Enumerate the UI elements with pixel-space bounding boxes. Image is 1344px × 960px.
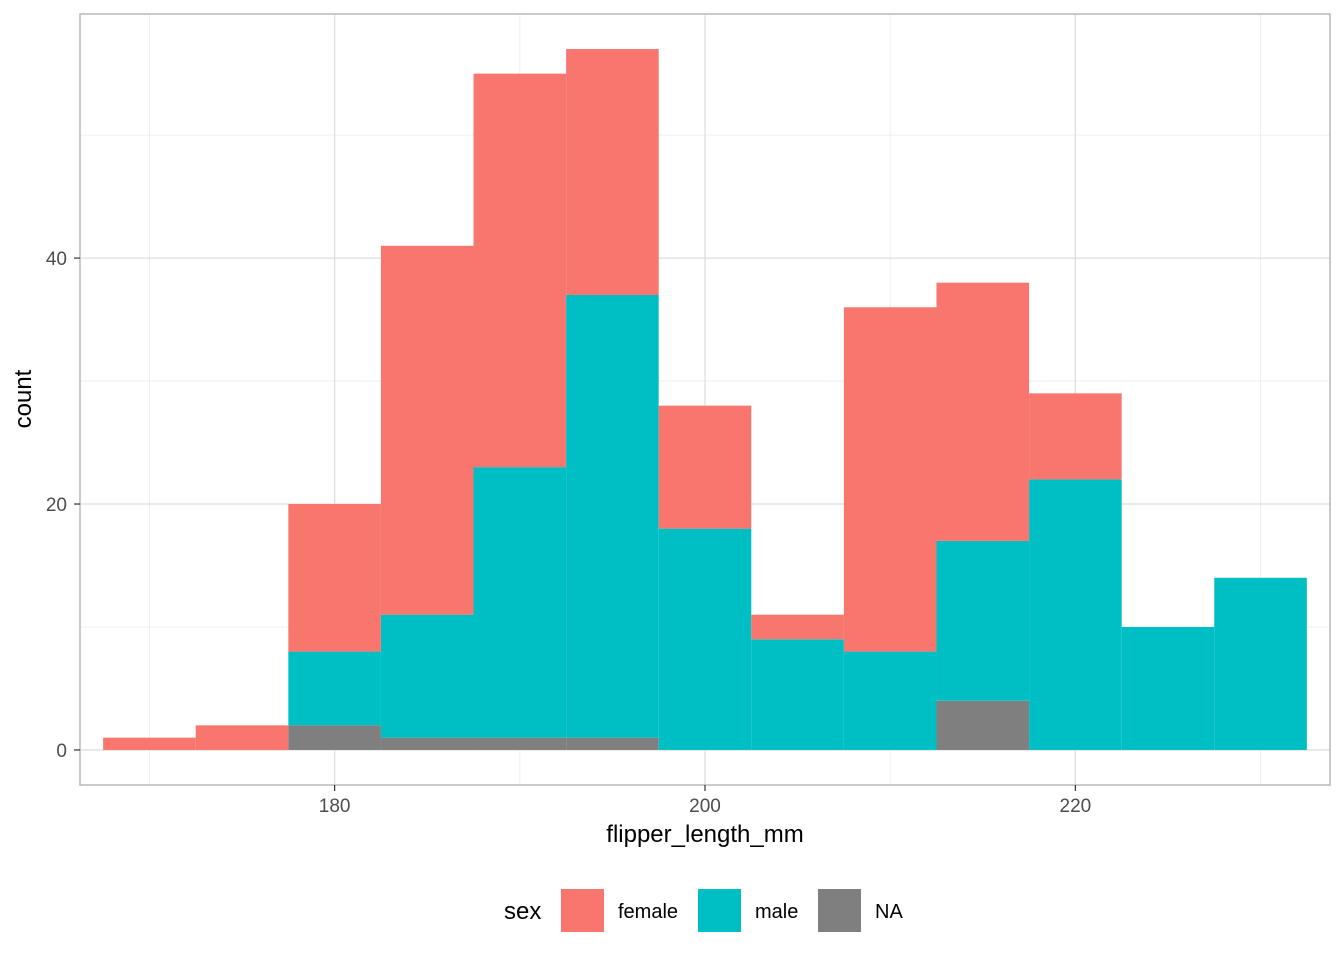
legend-label-female: female — [618, 901, 678, 923]
legend-key-male — [698, 889, 741, 932]
bar-female-190 — [473, 73, 567, 468]
legend-label-male: male — [755, 901, 798, 923]
x-axis-tick-labels: 180 200 220 — [319, 796, 1091, 817]
bar-male-210 — [843, 651, 937, 750]
bar-female-215 — [936, 282, 1030, 541]
bar-na-180 — [288, 725, 381, 750]
bar-na-215 — [936, 700, 1030, 750]
y-axis-title: count — [10, 369, 37, 428]
bar-male-180 — [288, 651, 381, 726]
bar-male-185 — [380, 614, 474, 738]
bar-female-210 — [843, 307, 937, 652]
legend-key-na — [818, 889, 861, 932]
y-axis-tick-labels: 0 20 40 — [46, 249, 67, 762]
axis-ticks — [74, 257, 1076, 791]
bar-female-185 — [380, 245, 474, 615]
bar-female-170 — [103, 737, 196, 750]
bar-male-190 — [473, 467, 567, 738]
y-tick-label: 0 — [56, 741, 67, 762]
x-tick-label: 200 — [689, 796, 721, 817]
bar-female-180 — [288, 504, 381, 652]
bar-male-195 — [566, 294, 659, 738]
x-tick-label: 220 — [1060, 796, 1092, 817]
bar-na-185 — [380, 737, 474, 750]
y-tick-label: 20 — [46, 495, 67, 516]
bar-female-175 — [195, 725, 289, 750]
bar-male-215 — [936, 540, 1030, 701]
legend-label-na: NA — [875, 901, 903, 923]
bar-male-220 — [1029, 479, 1122, 750]
bar-male-200 — [658, 528, 752, 750]
bar-female-205 — [751, 614, 844, 640]
bar-female-200 — [658, 405, 752, 529]
x-tick-label: 180 — [319, 796, 351, 817]
bar-male-205 — [751, 639, 844, 750]
bar-female-195 — [566, 49, 659, 295]
bar-na-195 — [566, 737, 659, 750]
bar-male-225 — [1121, 626, 1215, 750]
histogram-bars — [103, 49, 1307, 750]
bar-male-230 — [1214, 577, 1307, 750]
x-axis-title: flipper_length_mm — [606, 821, 803, 848]
legend: sex female male NA — [504, 889, 903, 932]
legend-title: sex — [504, 898, 541, 925]
bar-na-190 — [473, 737, 567, 750]
legend-key-female — [561, 889, 604, 932]
bar-female-220 — [1029, 393, 1122, 480]
y-tick-label: 40 — [46, 249, 67, 270]
